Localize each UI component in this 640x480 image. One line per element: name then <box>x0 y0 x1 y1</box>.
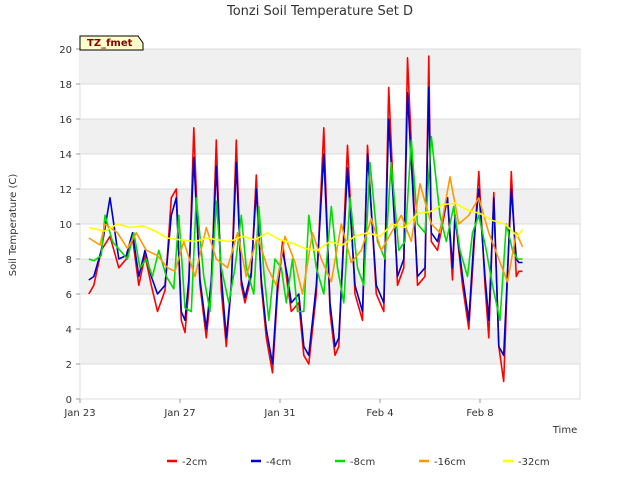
grid-band <box>80 119 580 154</box>
y-tick-label: 6 <box>66 290 72 301</box>
y-tick-label: 14 <box>59 150 72 161</box>
y-tick-label: 4 <box>66 325 72 336</box>
series-line-16cm <box>88 176 524 295</box>
legend-label: -2cm <box>182 457 207 468</box>
legend: -2cm -4cm -8cm -16cm -32cm <box>167 457 550 468</box>
legend-label: -16cm <box>434 457 466 468</box>
y-tick-label: 10 <box>59 220 72 231</box>
legend-label: -8cm <box>350 457 375 468</box>
site-tag-text: TZ_fmet <box>87 38 133 49</box>
y-axis-label: Soil Temperature (C) <box>8 174 19 277</box>
y-tick-label: 8 <box>66 255 72 266</box>
y-tick-label: 2 <box>66 360 72 371</box>
chart-title: Tonzi Soil Temperature Set D <box>226 4 413 19</box>
x-axis: Jan 23 Jan 27 Jan 31 Feb 4 Feb 8 <box>63 399 494 419</box>
x-axis-label: Time <box>552 425 577 436</box>
x-tick-label: Feb 8 <box>466 408 493 419</box>
grid-band <box>80 329 580 364</box>
grid-band <box>80 49 580 84</box>
site-tag-box <box>79 35 144 51</box>
x-tick-label: Jan 27 <box>163 408 195 419</box>
y-tick-label: 16 <box>59 115 72 126</box>
x-tick-label: Jan 31 <box>263 408 295 419</box>
series-lines <box>88 55 524 383</box>
series-line-32cm <box>88 202 524 252</box>
x-tick-label: Jan 23 <box>63 408 95 419</box>
y-tick-label: 12 <box>59 185 72 196</box>
y-axis: 0 2 4 6 8 10 12 14 16 18 20 <box>59 45 80 406</box>
legend-label: -4cm <box>266 457 291 468</box>
y-tick-label: 0 <box>66 395 72 406</box>
site-tag: TZ_fmet <box>79 35 144 51</box>
legend-label: -32cm <box>518 457 550 468</box>
y-tick-label: 18 <box>59 80 72 91</box>
y-tick-label: 20 <box>59 45 72 56</box>
x-tick-label: Feb 4 <box>366 408 393 419</box>
